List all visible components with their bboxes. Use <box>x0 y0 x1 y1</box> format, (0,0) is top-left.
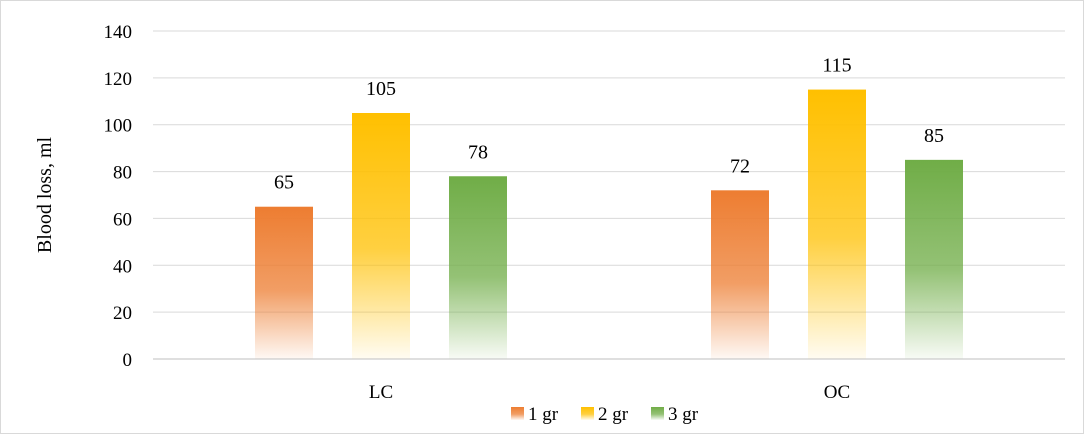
y-tick-label: 80 <box>113 163 132 184</box>
y-tick-label: 20 <box>113 303 132 324</box>
data-label: 115 <box>822 55 851 77</box>
y-tick-label: 0 <box>123 350 133 371</box>
data-label: 105 <box>366 78 396 100</box>
x-category-label: LC <box>369 382 393 403</box>
data-label: 65 <box>274 172 294 194</box>
legend-label: 1 gr <box>528 404 559 425</box>
bar-oc-1-gr <box>711 190 769 359</box>
bar-lc-3-gr <box>449 176 507 359</box>
legend-swatch <box>651 407 664 420</box>
axes: 0 20 40 60 80 100 120 140 LC OC <box>104 22 1065 403</box>
bar-oc-3-gr <box>905 159 963 359</box>
data-label: 72 <box>730 155 750 177</box>
data-label: 78 <box>468 141 488 163</box>
y-tick-label: 100 <box>104 116 133 137</box>
y-tick-label: 140 <box>104 22 133 43</box>
legend-label: 3 gr <box>668 404 699 425</box>
legend-item-1-gr: 1 gr <box>511 404 559 425</box>
y-tick-label: 120 <box>104 69 133 90</box>
legend: 1 gr 2 gr 3 gr <box>511 404 699 425</box>
bar-lc-2-gr <box>352 113 410 359</box>
data-label: 85 <box>924 125 944 147</box>
legend-swatch <box>581 407 594 420</box>
y-tick-label: 60 <box>113 209 132 230</box>
bar-lc-1-gr <box>255 206 313 359</box>
y-axis-title: Blood loss, ml <box>34 136 56 253</box>
x-category-label: OC <box>824 382 850 403</box>
bar-oc-2-gr <box>808 89 866 360</box>
data-labels: 65 105 78 72 115 85 <box>274 55 944 194</box>
legend-label: 2 gr <box>598 404 629 425</box>
y-tick-label: 40 <box>113 256 132 277</box>
legend-item-2-gr: 2 gr <box>581 404 629 425</box>
legend-swatch <box>511 407 524 420</box>
legend-item-3-gr: 3 gr <box>651 404 699 425</box>
bars <box>255 89 963 360</box>
